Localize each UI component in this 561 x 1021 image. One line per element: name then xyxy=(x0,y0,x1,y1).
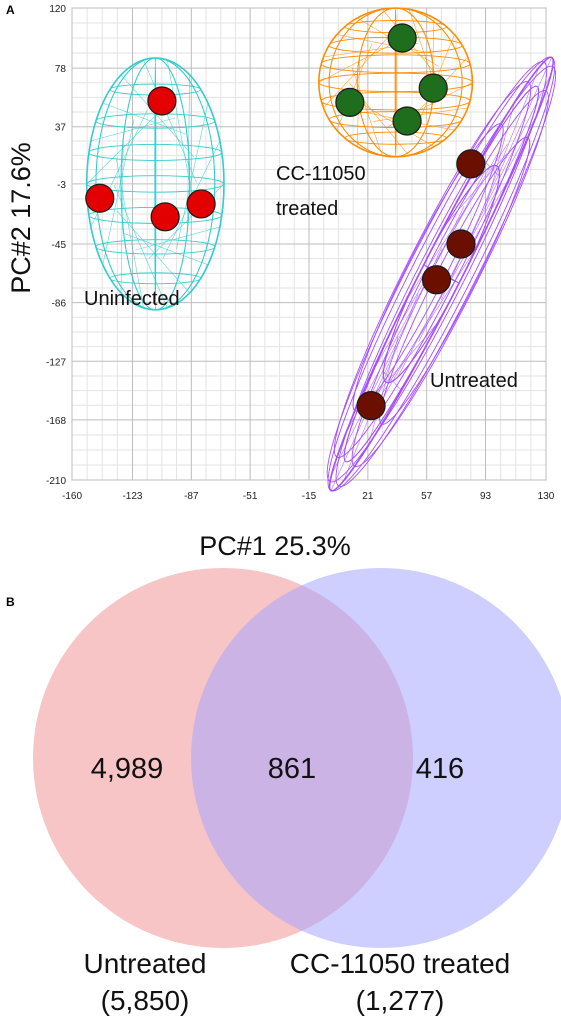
y-axis-title: PC#2 17.6% xyxy=(6,142,36,294)
mesh-strand xyxy=(464,67,540,255)
venn-set-total-untreated: (5,850) xyxy=(101,985,190,1016)
mesh-strand xyxy=(442,152,508,228)
venn-count-untreated-only: 4,989 xyxy=(91,753,164,785)
panel-a-label: A xyxy=(6,3,15,17)
panel-b-label: B xyxy=(6,595,15,609)
y-tick-label: 78 xyxy=(55,64,67,75)
y-tick-label: 120 xyxy=(49,4,66,15)
mesh-strand xyxy=(345,172,485,435)
point-0-1 xyxy=(85,183,115,213)
ellipse-outline xyxy=(328,56,554,492)
mesh-strand xyxy=(120,74,195,158)
point-1-3 xyxy=(392,106,422,136)
y-tick-label: -3 xyxy=(57,180,66,191)
mesh-strand xyxy=(102,102,187,135)
x-axis-title: PC#1 25.3% xyxy=(199,531,351,561)
mesh-strand xyxy=(143,59,197,183)
mesh-strand xyxy=(116,210,190,294)
mesh-strand xyxy=(86,109,163,185)
mesh-strand xyxy=(336,44,373,131)
point-0-2 xyxy=(150,202,180,232)
y-tick-label: -210 xyxy=(46,476,66,487)
ellipse-outline xyxy=(318,7,474,158)
ellipse-outline xyxy=(85,57,225,311)
venn-count-cc11050-only: 416 xyxy=(416,753,464,785)
mesh-strand xyxy=(373,107,468,122)
venn-set-name-untreated: Untreated xyxy=(84,948,207,979)
mesh-strand xyxy=(120,136,124,293)
x-tick-label: -160 xyxy=(62,491,82,502)
mesh-strand xyxy=(370,150,500,375)
point-1-2 xyxy=(418,73,448,103)
y-tick-label: -86 xyxy=(52,299,67,310)
y-tick-labels: 120 78 37 -3 -45 -86 -127 -168 -210 xyxy=(46,4,66,487)
mesh-strand xyxy=(404,143,508,303)
venn-set-total-cc11050: (1,277) xyxy=(356,985,445,1016)
y-tick-label: -127 xyxy=(46,357,66,368)
point-2-1 xyxy=(446,229,476,259)
mesh-strand xyxy=(102,119,135,265)
mesh-strand xyxy=(383,371,402,391)
mesh-strand xyxy=(336,34,431,54)
x-tick-label: -51 xyxy=(243,491,258,502)
mesh-strand xyxy=(135,226,220,251)
venn-set-name-cc11050: CC-11050 treated xyxy=(290,948,511,979)
x-tick-label: -15 xyxy=(302,491,317,502)
mesh-strand xyxy=(166,59,195,209)
pca-plot: -160 -123 -87 -51 -15 21 57 93 130 120 78 37 -3 -45 -… xyxy=(46,4,557,502)
point-0-3 xyxy=(186,189,216,219)
venn-count-intersection: 861 xyxy=(268,753,316,785)
mesh-strand xyxy=(90,117,176,142)
point-2-2 xyxy=(421,265,452,295)
x-tick-labels: -160 -123 -87 -51 -15 21 57 93 130 xyxy=(62,491,555,502)
y-tick-label: -45 xyxy=(52,240,67,251)
x-tick-label: -123 xyxy=(122,491,142,502)
y-tick-label: -168 xyxy=(46,416,66,427)
label-cc11050-treated: CC-11050 treated xyxy=(276,163,371,220)
mesh-strand xyxy=(124,233,209,266)
mesh-strand xyxy=(375,245,479,405)
x-tick-label: 21 xyxy=(362,491,374,502)
mesh-strand xyxy=(318,38,403,83)
mesh-strand xyxy=(351,67,383,156)
point-1-1 xyxy=(335,87,365,118)
label-uninfected: Uninfected xyxy=(84,288,180,310)
label-cc11050-line1: CC-11050 xyxy=(276,163,366,185)
point-2-3 xyxy=(356,391,386,421)
mesh-strand xyxy=(113,185,168,309)
x-tick-label: -87 xyxy=(184,491,199,502)
point-2-0 xyxy=(456,149,486,179)
label-cc11050-line2: treated xyxy=(276,198,338,220)
x-tick-label: 93 xyxy=(480,491,492,502)
point-1-0 xyxy=(387,23,417,53)
x-tick-label: 57 xyxy=(421,491,433,502)
x-tick-label: 130 xyxy=(538,491,555,502)
sample-points xyxy=(85,23,486,421)
label-untreated: Untreated xyxy=(430,370,518,392)
point-0-0 xyxy=(147,86,177,116)
mesh-strand xyxy=(116,159,144,308)
venn-diagram: 4,989 861 416 Untreated (5,850) CC-11050… xyxy=(33,568,561,1016)
mesh-strand xyxy=(375,320,440,396)
mesh-strand xyxy=(323,38,388,109)
ellipse-mesh-2 xyxy=(326,56,557,492)
y-tick-label: 37 xyxy=(55,123,67,134)
venn-circle-cc11050 xyxy=(191,568,561,948)
mesh-strand xyxy=(484,102,515,212)
mesh-strand xyxy=(176,102,209,249)
